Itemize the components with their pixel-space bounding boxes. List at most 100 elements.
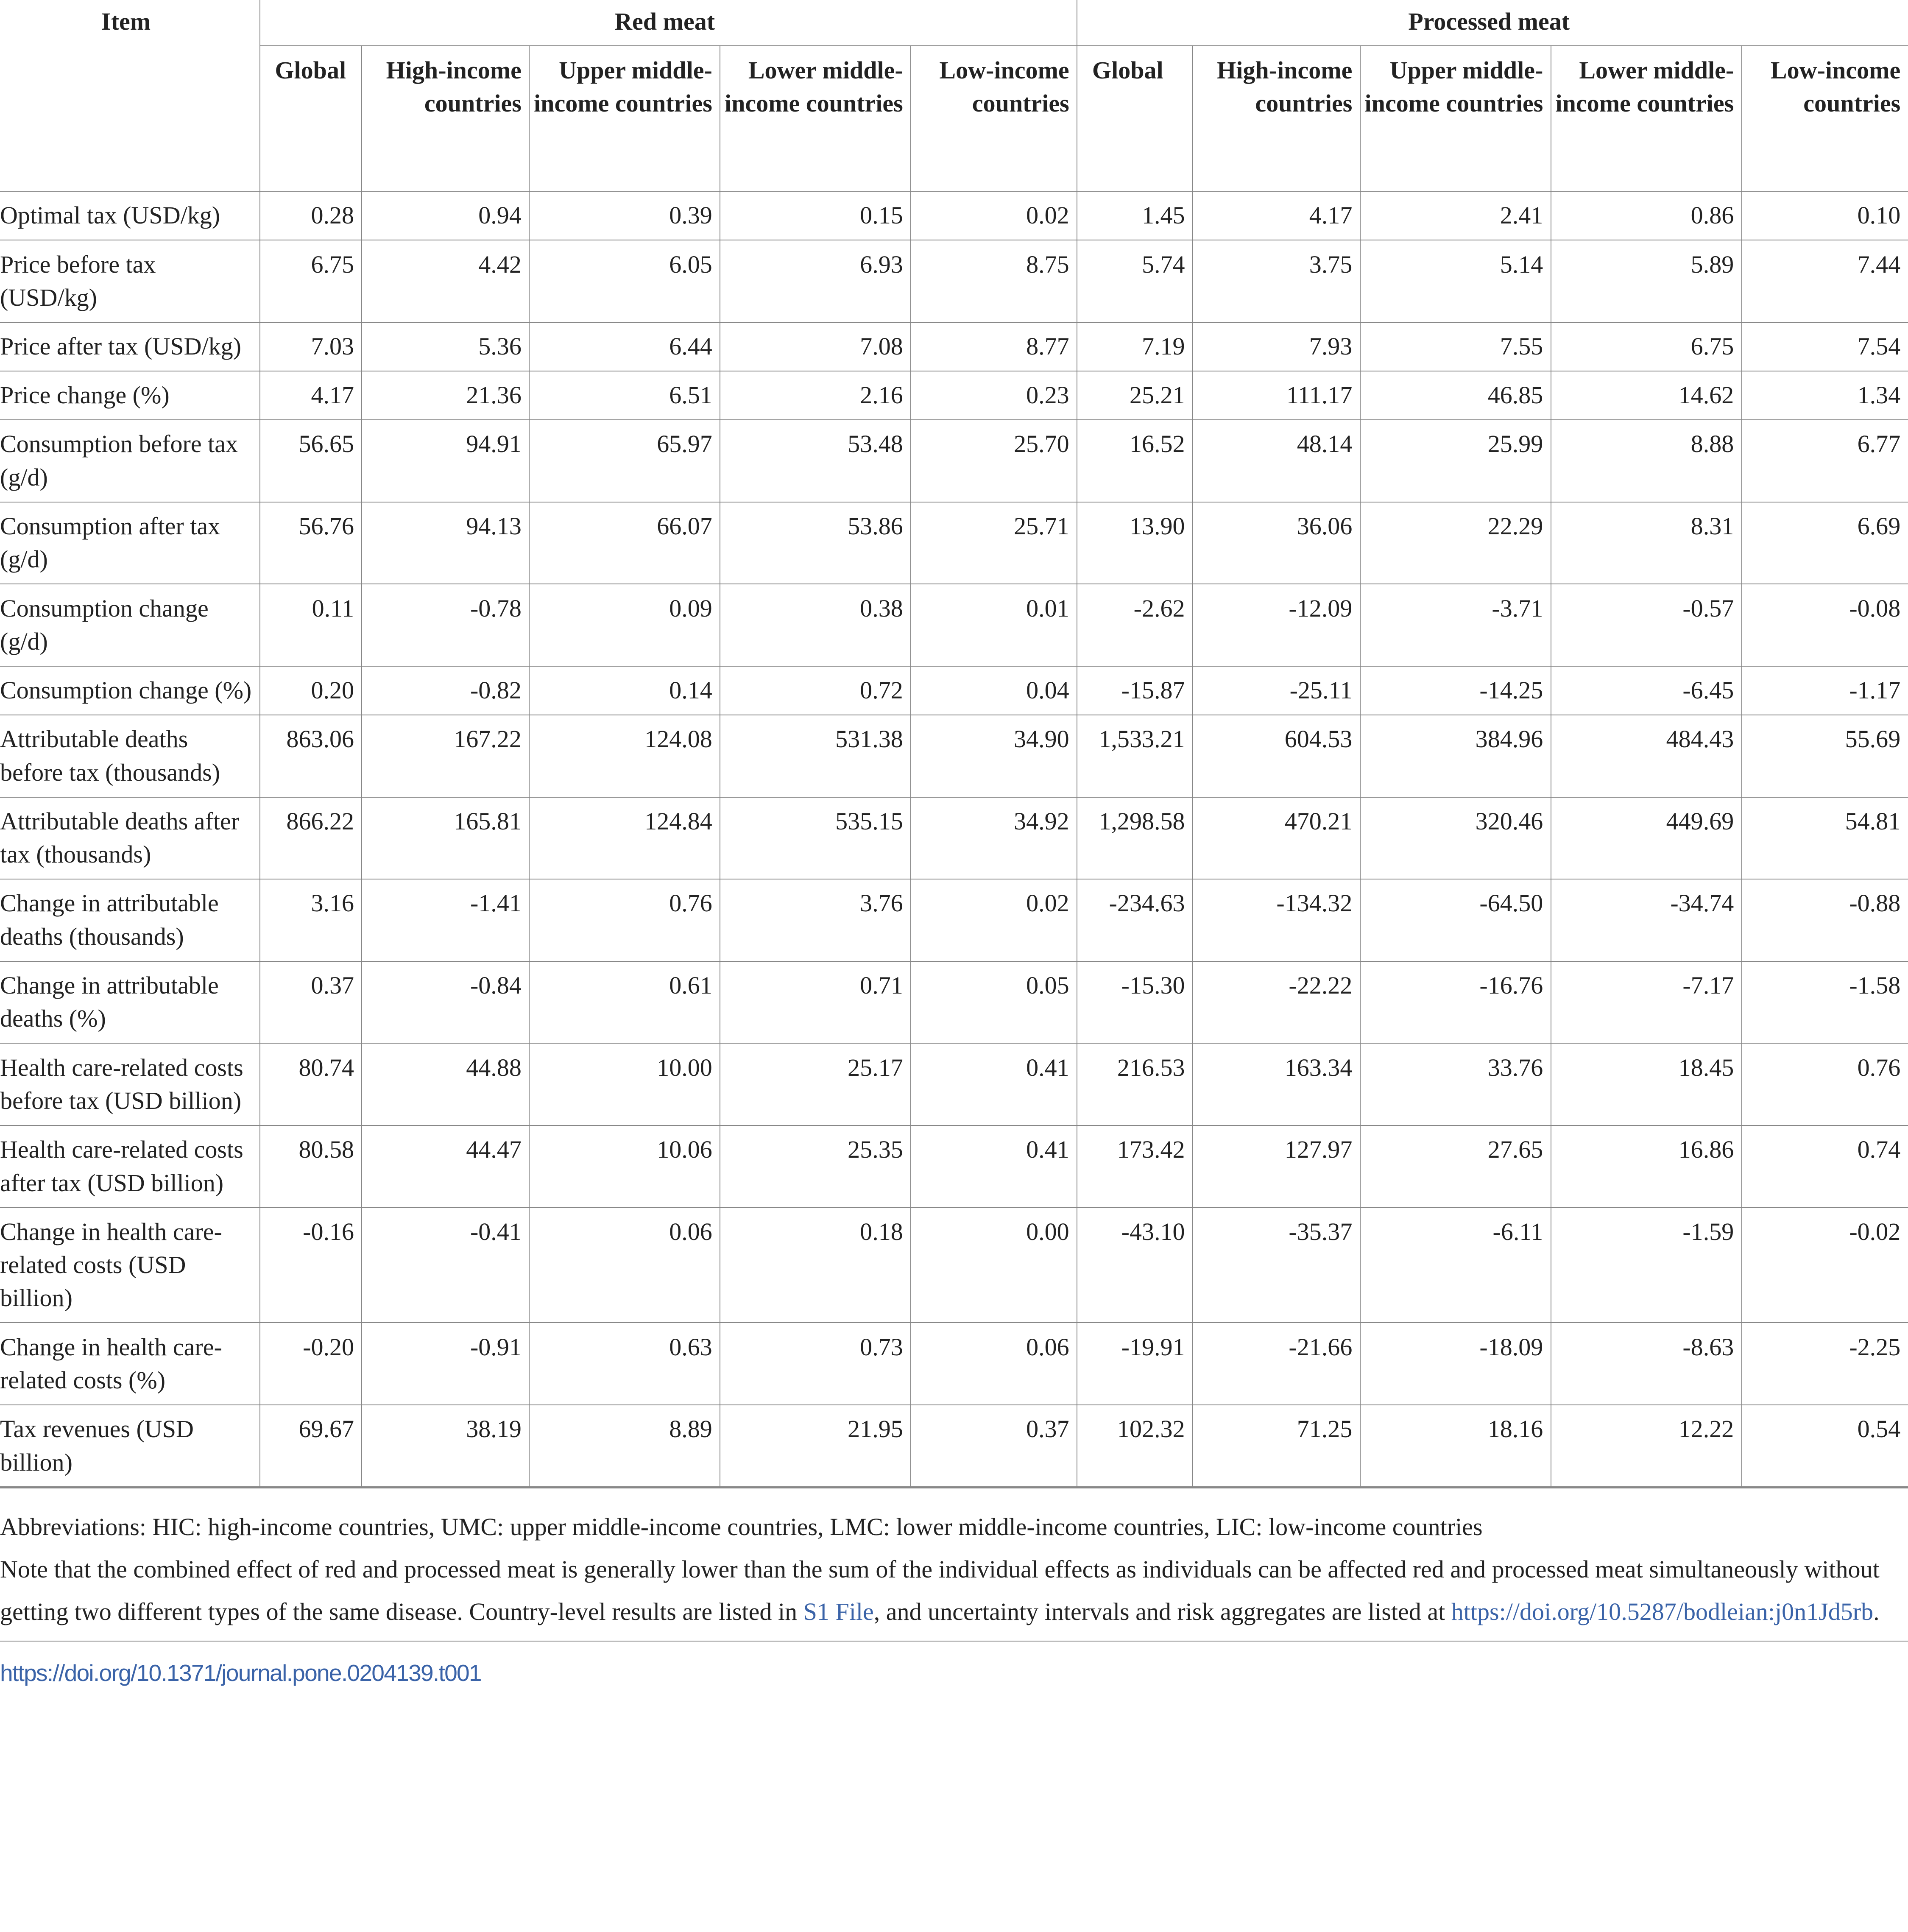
table-cell: 6.93: [720, 240, 912, 323]
processed-meat-header: Processed meat: [1077, 0, 1908, 47]
table-cell: 470.21: [1192, 796, 1361, 880]
table-cell: -12.09: [1192, 584, 1361, 667]
table-row: Attributable deaths before tax (thousand…: [0, 714, 1908, 798]
table-cell: 16.86: [1550, 1125, 1742, 1208]
table-cell: -8.63: [1550, 1322, 1742, 1405]
table-cell: 0.37: [910, 1404, 1078, 1489]
table-cell: 44.88: [361, 1043, 530, 1126]
table-doi-link[interactable]: https://doi.org/10.1371/journal.pone.020…: [0, 1659, 482, 1686]
table-cell: 531.38: [720, 714, 912, 798]
table-cell: 56.65: [259, 419, 363, 503]
combined-effect-note: Note that the combined effect of red and…: [0, 1548, 1908, 1633]
table-cell: -0.84: [361, 960, 530, 1044]
table-cell: 4.17: [1192, 190, 1361, 241]
row-label: Price after tax (USD/kg): [0, 321, 260, 371]
table-cell: 80.58: [259, 1125, 363, 1208]
table-cell: -15.30: [1077, 960, 1193, 1044]
table-cell: 1.45: [1077, 190, 1193, 241]
table-row: Consumption before tax (g/d) 56.65 94.91 65…: [0, 419, 1908, 503]
row-label: Price change (%): [0, 370, 260, 421]
table-cell: 173.42: [1077, 1125, 1193, 1208]
table-cell: 69.67: [259, 1404, 363, 1489]
table-cell: 1.34: [1741, 370, 1908, 421]
abbreviations-note: Abbreviations: HIC: high-income countrie…: [0, 1513, 1483, 1541]
table-cell: 7.08: [720, 321, 912, 371]
table-cell: 8.88: [1550, 419, 1742, 503]
table-cell: 25.35: [720, 1125, 912, 1208]
table-cell: 10.06: [529, 1125, 721, 1208]
table-cell: -7.17: [1550, 960, 1742, 1044]
table-cell: 25.21: [1077, 370, 1193, 421]
table-cell: 46.85: [1359, 370, 1551, 421]
table-cell: -64.50: [1359, 879, 1551, 962]
table-cell: 0.76: [529, 879, 721, 962]
table-cell: 80.74: [259, 1043, 363, 1126]
table-cell: 21.95: [720, 1404, 912, 1489]
table-cell: 0.71: [720, 960, 912, 1044]
data-doi-link[interactable]: https://doi.org/10.5287/bodleian:j0n1Jd5…: [1451, 1598, 1874, 1626]
subcolumn-header: Lower middle-income countries: [1550, 45, 1742, 192]
table-cell: -6.11: [1359, 1207, 1551, 1323]
subcolumn-header: High-income countries: [361, 45, 530, 192]
table-cell: -0.02: [1741, 1207, 1908, 1323]
table-cell: -25.11: [1192, 665, 1361, 715]
header-group-row: Item Red meat Processed meat: [0, 0, 1908, 192]
table-cell: 2.41: [1359, 190, 1551, 241]
table-cell: 6.05: [529, 240, 721, 323]
table-cell: 33.76: [1359, 1043, 1551, 1126]
table-cell: 0.05: [910, 960, 1078, 1044]
subcolumn-header: Global: [259, 45, 363, 192]
table-cell: 320.46: [1359, 796, 1551, 880]
table-cell: 53.48: [720, 419, 912, 503]
table-row: Change in health care-related costs (%) -…: [0, 1322, 1908, 1405]
row-label: Change in health care-related costs (%): [0, 1322, 260, 1405]
table-cell: 111.17: [1192, 370, 1361, 421]
table-row: Change in attributable deaths (%) 0.37 -0.…: [0, 960, 1908, 1044]
table-row: Optimal tax (USD/kg) 0.28 0.94 0.39 0.15 0.02…: [0, 190, 1908, 241]
table-cell: -0.88: [1741, 879, 1908, 962]
table-row: Change in health care-related costs (USD…: [0, 1207, 1908, 1323]
table-cell: 3.76: [720, 879, 912, 962]
table-cell: -14.25: [1359, 665, 1551, 715]
table-cell: 0.09: [529, 584, 721, 667]
note-text-2: , and uncertainty intervals and risk agg…: [873, 1598, 1451, 1626]
s1-file-link[interactable]: S1 File: [803, 1598, 874, 1626]
table-cell: 0.38: [720, 584, 912, 667]
table-cell: 167.22: [361, 714, 530, 798]
table-cell: 5.89: [1550, 240, 1742, 323]
table-cell: 66.07: [529, 501, 721, 585]
table-cell: 0.54: [1741, 1404, 1908, 1489]
table-cell: 0.63: [529, 1322, 721, 1405]
table-cell: 0.23: [910, 370, 1078, 421]
table-figure: Item Red meat Processed meat Global High-…: [0, 0, 1908, 1686]
note-text: Note that the combined effect of red and…: [0, 1555, 1880, 1626]
table-row: Price before tax (USD/kg) 6.75 4.42 6.05 6.9…: [0, 240, 1908, 323]
table-cell: 216.53: [1077, 1043, 1193, 1126]
table-cell: 18.16: [1359, 1404, 1551, 1489]
table-row: Tax revenues (USD billion) 69.67 38.19 8.89…: [0, 1404, 1908, 1489]
table-cell: 27.65: [1359, 1125, 1551, 1208]
subcolumn-header: Low-income countries: [1741, 45, 1908, 192]
table-row: Price change (%) 4.17 21.36 6.51 2.16 0.23 25.…: [0, 370, 1908, 421]
note-end: .: [1873, 1598, 1880, 1626]
table-cell: 0.39: [529, 190, 721, 241]
table-cell: 65.97: [529, 419, 721, 503]
table-cell: -0.20: [259, 1322, 363, 1405]
table-row: Price after tax (USD/kg) 7.03 5.36 6.44 7.08…: [0, 321, 1908, 371]
table-cell: 2.16: [720, 370, 912, 421]
table-cell: -2.25: [1741, 1322, 1908, 1405]
table-cell: -22.22: [1192, 960, 1361, 1044]
table-row: Consumption change (%) 0.20 -0.82 0.14 0.72 0…: [0, 665, 1908, 715]
row-label: Change in health care-related costs (USD…: [0, 1207, 260, 1323]
table-cell: 0.01: [910, 584, 1078, 667]
table-cell: 0.61: [529, 960, 721, 1044]
table-cell: 0.00: [910, 1207, 1078, 1323]
results-table: Item Red meat Processed meat Global High-…: [0, 0, 1908, 1489]
row-label: Health care-related costs after tax (USD…: [0, 1125, 260, 1208]
table-cell: -1.59: [1550, 1207, 1742, 1323]
table-cell: 449.69: [1550, 796, 1742, 880]
table-cell: 0.37: [259, 960, 363, 1044]
table-cell: 6.51: [529, 370, 721, 421]
table-cell: 7.19: [1077, 321, 1193, 371]
table-row: Attributable deaths after tax (thousands…: [0, 796, 1908, 880]
